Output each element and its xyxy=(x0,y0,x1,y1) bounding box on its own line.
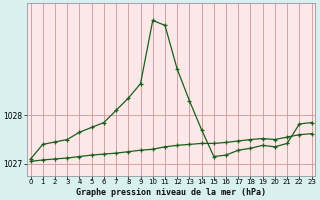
X-axis label: Graphe pression niveau de la mer (hPa): Graphe pression niveau de la mer (hPa) xyxy=(76,188,266,197)
